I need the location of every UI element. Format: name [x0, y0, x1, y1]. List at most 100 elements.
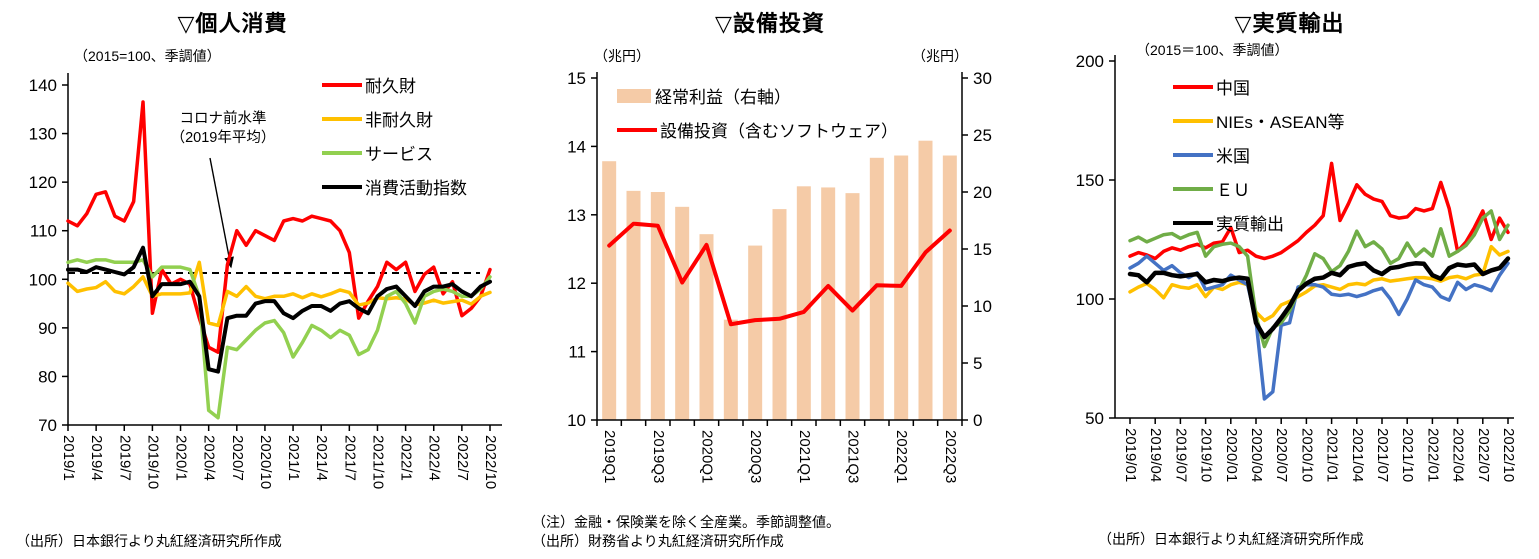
- index-note-label: （2015=100、季調値）: [74, 48, 221, 64]
- capital-investment-chart-canvas: 10 11 12 13 14 15 0 5 10 15 20 25 30 2019Q1 2019Q3 2020…: [567, 69, 992, 483]
- legend-swatch-line: [1173, 118, 1213, 123]
- panel-capital-investment: 10 11 12 13 14 15 0 5 10 15 20 25 30 2019Q1 2019Q3 2020…: [520, 0, 1020, 559]
- legend-swatch-line: [322, 82, 362, 87]
- svg-text:2022Q3: 2022Q3: [942, 430, 959, 483]
- personal-consumption-chart-canvas: 70 80 90 100 110 120 130 140 2019/1 2019/4 2019/7 2…: [29, 73, 502, 489]
- legend-swatch-bar: [617, 88, 651, 103]
- legend-item-2: 米国: [1173, 142, 1344, 167]
- svg-text:2019/07: 2019/07: [1172, 428, 1189, 482]
- svg-text:110: 110: [30, 222, 57, 241]
- svg-text:2020/07: 2020/07: [1273, 428, 1290, 482]
- svg-text:14: 14: [567, 137, 586, 156]
- svg-text:11: 11: [568, 343, 586, 362]
- panel-personal-consumption: 70 80 90 100 110 120 130 140 2019/1 2019/4 2019/7 2…: [0, 0, 515, 559]
- legend-label: 非耐久財: [365, 111, 433, 130]
- legend-item-0: 中国: [1173, 74, 1344, 99]
- legend-label: 中国: [1216, 79, 1250, 98]
- legend-swatch-line: [322, 150, 362, 155]
- annotation-pre-covid-level: コロナ前水準 （2019年平均）: [152, 110, 294, 148]
- svg-text:2022/7: 2022/7: [454, 435, 471, 481]
- svg-text:2020/10: 2020/10: [257, 435, 274, 489]
- svg-text:2021/4: 2021/4: [313, 435, 330, 481]
- svg-text:2022/10: 2022/10: [482, 435, 499, 489]
- legend-swatch-line: [322, 116, 362, 121]
- svg-text:2019/10: 2019/10: [144, 435, 161, 489]
- legend-label: サービス: [365, 145, 433, 164]
- svg-text:2022/4: 2022/4: [426, 435, 443, 481]
- svg-text:140: 140: [29, 76, 57, 95]
- svg-text:2022/07: 2022/07: [1475, 428, 1492, 482]
- svg-text:0: 0: [973, 411, 982, 430]
- legend-swatch-line: [1173, 220, 1213, 225]
- legend-swatch-line: [1173, 186, 1213, 191]
- legend-item-1: 非耐久財: [322, 106, 467, 131]
- svg-text:2021/07: 2021/07: [1374, 428, 1391, 482]
- legend-item-3: 消費活動指数: [322, 174, 467, 199]
- svg-text:2019/01: 2019/01: [1122, 428, 1139, 482]
- svg-text:130: 130: [29, 125, 57, 144]
- svg-text:15: 15: [973, 240, 992, 259]
- source-note-capital-investment: （出所）財務省より丸紅経済研究所作成: [532, 533, 784, 549]
- svg-text:2021/7: 2021/7: [341, 435, 358, 481]
- svg-text:2020Q3: 2020Q3: [747, 430, 764, 483]
- legend-label: 米国: [1216, 147, 1250, 166]
- svg-text:2022/04: 2022/04: [1450, 428, 1467, 482]
- svg-text:80: 80: [38, 367, 57, 386]
- svg-text:70: 70: [38, 416, 57, 435]
- svg-text:2022Q1: 2022Q1: [893, 430, 910, 483]
- legend-item-0: 耐久財: [322, 72, 467, 97]
- legend-item-4: 実質輸出: [1173, 210, 1344, 235]
- source-note-real-exports: （出所）日本銀行より丸紅経済研究所作成: [1098, 531, 1364, 547]
- svg-text:2022/1: 2022/1: [398, 435, 415, 481]
- svg-text:10: 10: [973, 297, 992, 316]
- svg-text:13: 13: [567, 206, 586, 225]
- svg-text:90: 90: [38, 319, 57, 338]
- svg-text:10: 10: [567, 411, 586, 430]
- svg-text:100: 100: [1076, 290, 1104, 309]
- svg-text:15: 15: [567, 69, 586, 88]
- svg-text:150: 150: [1076, 171, 1104, 190]
- svg-text:2020/04: 2020/04: [1248, 428, 1265, 482]
- legend-item-3: ＥＵ: [1173, 176, 1344, 201]
- right-axis-unit-label: （兆円）: [912, 48, 968, 64]
- svg-text:2019/1: 2019/1: [60, 435, 77, 481]
- legend-item-2: サービス: [322, 140, 467, 165]
- legend-label: 耐久財: [365, 77, 416, 96]
- svg-text:2019/7: 2019/7: [116, 435, 133, 481]
- chart-title-personal-consumption: ▽個人消費: [177, 11, 288, 36]
- svg-text:50: 50: [1085, 409, 1104, 428]
- legend-item-0: 経常利益（右軸）: [617, 83, 898, 108]
- svg-text:2020/7: 2020/7: [229, 435, 246, 481]
- svg-text:2022/01: 2022/01: [1424, 428, 1441, 482]
- svg-text:30: 30: [973, 69, 992, 88]
- legend-label: ＥＵ: [1216, 181, 1250, 200]
- chart-title-capital-investment: ▽設備投資: [715, 11, 825, 36]
- legend-swatch-line: [1173, 84, 1213, 89]
- legend-swatch-line: [617, 127, 657, 132]
- legend-item-1: 設備投資（含むソフトウェア）: [617, 117, 898, 142]
- svg-text:2019/10: 2019/10: [1198, 428, 1215, 482]
- legend-label: 実質輸出: [1216, 215, 1284, 234]
- svg-text:12: 12: [567, 274, 586, 293]
- svg-text:2019/04: 2019/04: [1147, 428, 1164, 482]
- left-axis-unit-label: （兆円）: [594, 48, 650, 64]
- svg-text:120: 120: [29, 173, 57, 192]
- svg-text:2021/01: 2021/01: [1324, 428, 1341, 482]
- legend-label: 設備投資（含むソフトウェア）: [660, 122, 898, 141]
- svg-text:2021Q3: 2021Q3: [845, 430, 862, 483]
- svg-text:2019Q3: 2019Q3: [650, 430, 667, 483]
- svg-text:20: 20: [973, 183, 992, 202]
- svg-text:2021/1: 2021/1: [285, 435, 302, 481]
- svg-text:2020/1: 2020/1: [173, 435, 190, 481]
- index-note-label-exports: （2015＝100、季調値）: [1136, 42, 1289, 58]
- chart-title-real-exports: ▽実質輸出: [1234, 11, 1345, 36]
- svg-text:25: 25: [973, 126, 992, 145]
- svg-text:5: 5: [973, 354, 982, 373]
- legend-label: NIEs・ASEAN等: [1216, 113, 1345, 132]
- legend-label: 消費活動指数: [365, 179, 467, 198]
- svg-text:2019/4: 2019/4: [88, 435, 105, 481]
- legend-item-1: NIEs・ASEAN等: [1173, 108, 1344, 133]
- svg-text:2021/10: 2021/10: [369, 435, 386, 489]
- svg-text:2019Q1: 2019Q1: [601, 430, 618, 483]
